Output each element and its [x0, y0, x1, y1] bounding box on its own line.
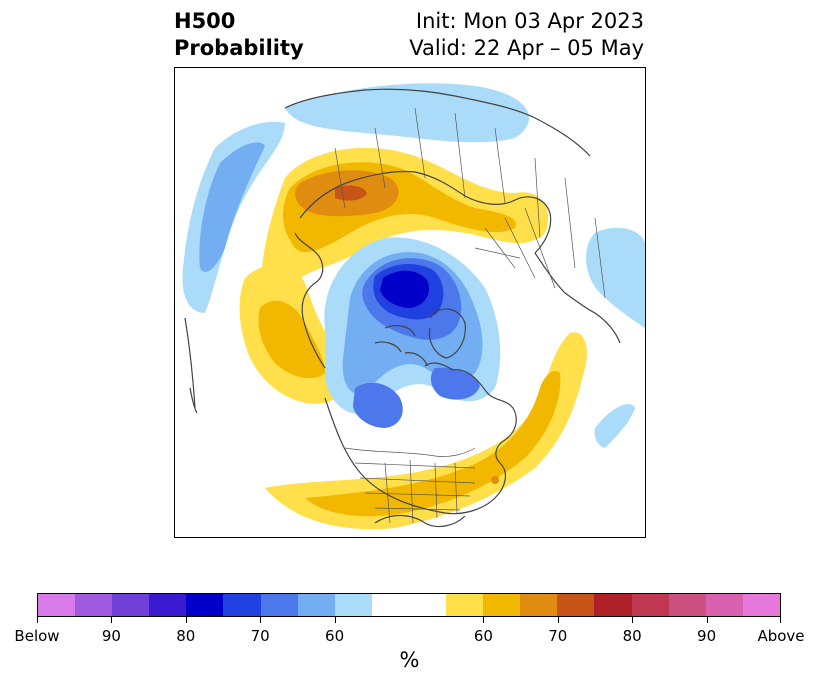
- borders-europe: [474, 207, 556, 289]
- above-shading-atlantic: [265, 332, 587, 530]
- colorbar-tick-label: Below: [14, 627, 60, 645]
- colorbar-tick-label: 80: [176, 627, 196, 645]
- colorbar-labels: Below 90 80 70 60 60 70 80 90 Above: [14, 627, 804, 647]
- borders-us-states: [354, 459, 476, 524]
- coastline-west-pacific: [184, 317, 198, 414]
- colorbar-tick: [334, 617, 336, 623]
- title-init-date: Init: Mon 03 Apr 2023: [415, 9, 644, 33]
- map-canvas: [182, 83, 645, 530]
- title-product-name: Probability: [174, 36, 304, 60]
- colorbar-tick-label: 70: [548, 627, 568, 645]
- border-us-canada: [344, 447, 476, 457]
- colorbar-swatch: [408, 594, 447, 616]
- map-title-left: H500 Probability: [174, 8, 304, 62]
- coastline-alaska: [294, 232, 326, 369]
- colorbar-swatch: [557, 594, 595, 616]
- colorbar-ticks: [37, 617, 781, 627]
- colorbar-swatch: [38, 594, 76, 616]
- below-shading-arctic-peak: [380, 270, 430, 308]
- colorbar-tick: [111, 617, 113, 623]
- colorbar-swatch: [520, 594, 558, 616]
- map-title-right: Init: Mon 03 Apr 2023 Valid: 22 Apr – 05…: [409, 8, 644, 62]
- colorbar-swatch: [75, 594, 113, 616]
- colorbar-swatch: [297, 594, 335, 616]
- colorbar-tick-label: Above: [757, 627, 805, 645]
- below-shading-pacific-arc-core: [199, 142, 265, 272]
- colorbar-swatch: [260, 594, 298, 616]
- above-shading-atlantic-peak: [491, 476, 499, 484]
- colorbar-swatch: [483, 594, 521, 616]
- colorbar-swatch: [668, 594, 706, 616]
- colorbar-tick: [706, 617, 708, 623]
- colorbar-swatch: [334, 594, 372, 616]
- colorbar-units: %: [399, 648, 420, 672]
- title-valid-period: Valid: 22 Apr – 05 May: [409, 36, 644, 60]
- colorbar-swatch: [186, 594, 224, 616]
- colorbar: [37, 593, 781, 617]
- colorbar-tick-label: 70: [250, 627, 270, 645]
- coastline-canada-islands: [374, 325, 428, 367]
- probability-map: [174, 67, 646, 538]
- colorbar-tick: [185, 617, 187, 623]
- below-shading-canada: [353, 382, 403, 428]
- colorbar-tick: [557, 617, 559, 623]
- colorbar-swatch: [112, 594, 150, 616]
- colorbar-swatch: [742, 594, 780, 616]
- colorbar-tick: [483, 617, 485, 623]
- colorbar-swatch: [149, 594, 187, 616]
- coastline-greenland: [428, 308, 466, 359]
- above-normal-shading-north: [285, 83, 530, 143]
- colorbar-tick-label: 90: [101, 627, 121, 645]
- borders-eurasia: [334, 107, 606, 299]
- colorbar-tick-label: 60: [473, 627, 493, 645]
- colorbar-tick: [780, 617, 781, 623]
- coastline-siberia: [284, 88, 591, 157]
- colorbar-tick: [632, 617, 634, 623]
- colorbar-tick-label: 90: [697, 627, 717, 645]
- colorbar-tick-label: 60: [325, 627, 345, 645]
- below-shading-southeast: [594, 404, 635, 448]
- colorbar-swatch: [631, 594, 669, 616]
- colorbar-tick: [260, 617, 262, 623]
- title-field-name: H500: [174, 9, 236, 33]
- below-shading-east: [585, 227, 645, 328]
- colorbar-swatch: [371, 594, 409, 616]
- colorbar-swatch: [223, 594, 261, 616]
- probability-shading: [182, 83, 645, 530]
- colorbar-tick-label: 80: [622, 627, 642, 645]
- colorbar-swatch: [594, 594, 632, 616]
- colorbar-swatch: [705, 594, 743, 616]
- below-shading-canada-east: [430, 367, 480, 400]
- above-shading-pacific-core: [258, 300, 325, 379]
- colorbar-tick: [37, 617, 38, 623]
- political-borders: [334, 107, 606, 524]
- coastline-north-america: [324, 362, 517, 515]
- above-shading-atlantic-core: [305, 371, 561, 517]
- colorbar-swatch: [446, 594, 484, 616]
